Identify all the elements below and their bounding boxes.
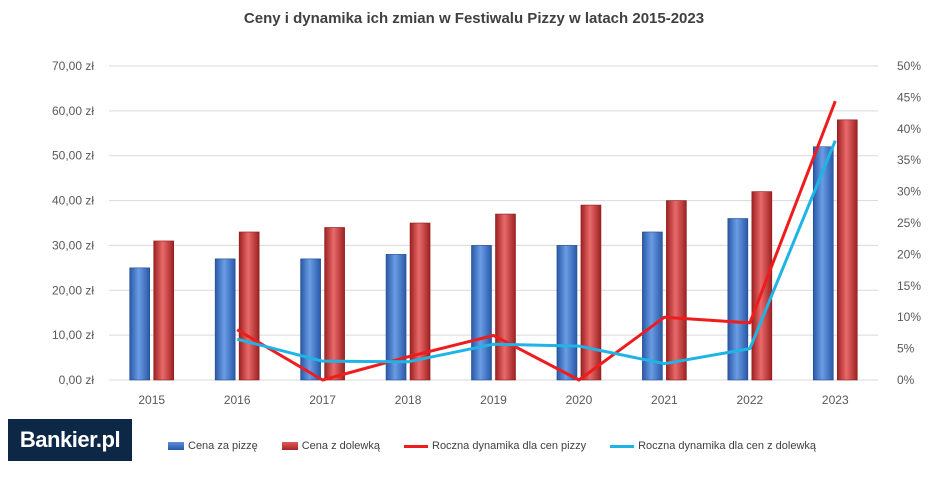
x-tick-label: 2019 <box>480 393 507 407</box>
bar-cena-za-pizze <box>812 146 834 381</box>
bar-cena-za-pizze <box>129 267 151 381</box>
y-right-tick-label: 10% <box>897 310 921 324</box>
lines <box>236 100 837 382</box>
bar-cena-z-dolewka <box>580 204 602 381</box>
y-right-tick-label: 30% <box>897 185 921 199</box>
bar-cena-z-dolewka <box>666 200 687 381</box>
legend: Cena za pizzę Cena z dolewką Roczna dyna… <box>168 440 840 452</box>
bar-cena-za-pizze <box>471 245 492 381</box>
y-right-tick-label: 25% <box>897 216 921 230</box>
legend-swatch-dyn-price <box>404 444 428 448</box>
line-dynamika-dolewka <box>236 140 837 366</box>
bar-cena-z-dolewka <box>836 119 858 381</box>
bar-cena-z-dolewka <box>495 213 516 381</box>
bar-cena-za-pizze <box>556 245 578 381</box>
bar-cena-za-pizze <box>300 258 321 381</box>
y-right-tick-label: 45% <box>897 90 921 104</box>
legend-label-dyn-price: Roczna dynamika dla cen pizzy <box>432 440 587 452</box>
legend-item-price: Cena za pizzę <box>168 440 258 452</box>
bar-cena-za-pizze <box>727 218 749 381</box>
axis-labels: 0,00 zł 10,00 zł 20,00 zł 30,00 zł 40,00 zł 5… <box>52 59 921 407</box>
bankier-logo: Bankier.pl <box>8 419 132 461</box>
y-right-tick-label: 50% <box>897 59 921 73</box>
bar-cena-z-dolewka <box>153 240 175 381</box>
legend-item-refill: Cena z dolewką <box>281 440 380 452</box>
y-left-tick-label: 40,00 zł <box>52 194 94 208</box>
legend-label-price: Cena za pizzę <box>188 440 258 452</box>
y-right-tick-label: 40% <box>897 122 921 136</box>
x-tick-label: 2020 <box>566 393 593 407</box>
legend-swatch-price <box>168 442 184 450</box>
legend-swatch-refill <box>281 442 298 450</box>
y-right-tick-label: 20% <box>897 247 921 261</box>
legend-label-refill: Cena z dolewką <box>301 440 380 452</box>
y-left-tick-label: 60,00 zł <box>52 104 94 118</box>
y-left-tick-label: 20,00 zł <box>52 283 94 297</box>
bar-cena-z-dolewka <box>409 222 431 381</box>
x-tick-label: 2023 <box>822 393 849 407</box>
bar-cena-z-dolewka <box>751 191 773 381</box>
bar-cena-za-pizze <box>642 231 663 381</box>
bar-cena-za-pizze <box>214 258 236 381</box>
y-left-tick-label: 50,00 zł <box>52 149 94 163</box>
line-dynamika-pizza <box>236 100 837 382</box>
bar-cena-z-dolewka <box>324 227 345 381</box>
y-right-tick-label: 15% <box>897 279 921 293</box>
x-tick-label: 2017 <box>309 393 336 407</box>
legend-item-dyn-price: Roczna dynamika dla cen pizzy <box>404 440 586 452</box>
x-tick-label: 2015 <box>138 393 165 407</box>
legend-label-dyn-refill: Roczna dynamika dla cen z dolewką <box>638 440 817 452</box>
legend-swatch-dyn-refill <box>610 444 635 448</box>
x-tick-label: 2018 <box>395 393 422 407</box>
y-right-tick-label: 5% <box>897 342 915 356</box>
x-tick-label: 2016 <box>224 393 251 407</box>
y-right-tick-label: 35% <box>897 153 921 167</box>
bar-cena-za-pizze <box>385 254 407 381</box>
y-left-tick-label: 30,00 zł <box>52 238 94 252</box>
y-right-tick-label: 0% <box>897 373 915 387</box>
chart-title: Ceny i dynamika ich zmian w Festiwalu Pi… <box>243 10 705 27</box>
y-left-tick-label: 0,00 zł <box>59 373 95 387</box>
bar-cena-z-dolewka <box>238 231 260 381</box>
y-left-tick-label: 10,00 zł <box>52 328 94 342</box>
y-left-tick-label: 70,00 zł <box>52 59 94 73</box>
x-tick-label: 2022 <box>736 393 763 407</box>
legend-item-dyn-refill: Roczna dynamika dla cen z dolewką <box>610 440 816 452</box>
x-tick-label: 2021 <box>651 393 678 407</box>
